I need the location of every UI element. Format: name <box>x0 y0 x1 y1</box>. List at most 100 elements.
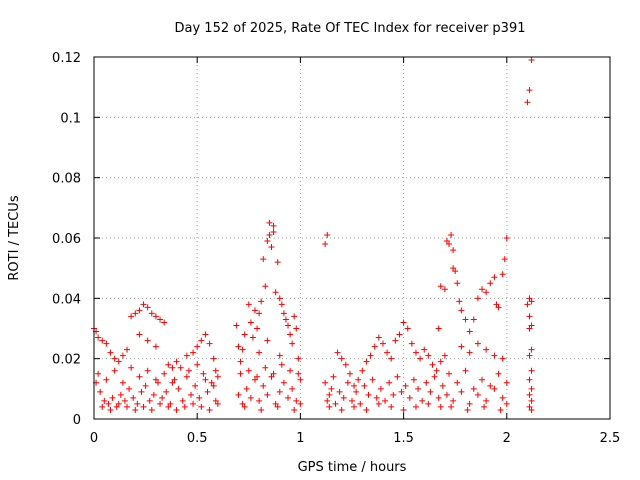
data-point <box>111 355 118 362</box>
data-point <box>173 358 180 365</box>
data-point <box>138 388 145 395</box>
data-point <box>276 295 283 302</box>
data-point <box>470 385 477 392</box>
data-point <box>392 337 399 344</box>
data-point <box>425 352 432 359</box>
data-point <box>179 397 186 404</box>
data-point <box>338 355 345 362</box>
data-point <box>251 376 258 383</box>
data-point <box>419 397 426 404</box>
data-point <box>188 391 195 398</box>
data-point <box>390 391 397 398</box>
data-point <box>483 289 490 296</box>
data-point <box>495 304 502 311</box>
data-point <box>528 406 535 413</box>
data-point <box>109 394 116 401</box>
data-point <box>136 373 143 380</box>
data-point <box>433 367 440 374</box>
data-point <box>132 310 139 317</box>
data-point <box>196 394 203 401</box>
data-point <box>483 397 490 404</box>
data-point <box>287 367 294 374</box>
data-point <box>363 406 370 413</box>
data-point <box>278 361 285 368</box>
data-point <box>157 400 164 407</box>
data-point <box>126 385 133 392</box>
data-point <box>338 406 345 413</box>
data-point <box>398 388 405 395</box>
data-point <box>245 367 252 374</box>
data-point <box>282 316 289 323</box>
data-point <box>293 325 300 332</box>
data-points <box>91 57 535 413</box>
data-point <box>280 379 287 386</box>
data-point <box>359 367 366 374</box>
data-point <box>198 337 205 344</box>
data-point <box>121 397 128 404</box>
data-point <box>384 349 391 356</box>
data-point <box>452 268 459 275</box>
data-point <box>439 382 446 389</box>
data-point <box>448 403 455 410</box>
data-point <box>161 319 168 326</box>
data-point <box>441 352 448 359</box>
data-point <box>503 235 510 241</box>
data-point <box>495 370 502 377</box>
data-point <box>256 397 263 404</box>
data-point <box>268 373 275 380</box>
data-point <box>491 352 498 359</box>
data-point <box>260 256 267 263</box>
data-point <box>212 367 219 374</box>
data-point <box>528 385 535 392</box>
data-point <box>367 352 374 359</box>
data-point <box>167 400 174 407</box>
data-point <box>526 325 533 332</box>
data-point <box>266 231 273 238</box>
data-point <box>235 391 242 398</box>
data-point <box>206 340 213 347</box>
data-point <box>169 364 176 371</box>
data-point <box>526 87 533 94</box>
data-point <box>289 385 296 392</box>
data-point <box>235 343 242 350</box>
data-point <box>340 394 347 401</box>
data-point <box>524 301 531 308</box>
data-point <box>421 346 428 353</box>
data-point <box>493 301 500 308</box>
data-point <box>107 406 114 413</box>
data-point <box>369 376 376 383</box>
data-point <box>410 376 417 383</box>
data-point <box>425 400 432 407</box>
data-point <box>443 391 450 398</box>
data-point <box>355 376 362 383</box>
data-point <box>268 244 275 251</box>
data-point <box>262 364 269 371</box>
data-point <box>99 337 106 344</box>
data-point <box>202 331 209 338</box>
data-point <box>479 376 486 383</box>
data-point <box>280 310 287 317</box>
data-point <box>270 222 277 229</box>
data-point <box>458 307 465 314</box>
data-point <box>241 331 248 338</box>
data-point <box>163 388 170 395</box>
data-point <box>264 391 271 398</box>
data-point <box>450 247 457 254</box>
data-point <box>349 397 355 404</box>
data-point <box>526 295 533 302</box>
data-point <box>388 355 395 362</box>
data-point <box>99 403 106 410</box>
data-point <box>148 406 155 413</box>
data-point <box>214 400 221 407</box>
data-point <box>144 367 151 374</box>
data-point <box>128 313 135 320</box>
data-point <box>171 376 178 383</box>
data-point <box>499 355 506 362</box>
data-point <box>270 370 277 377</box>
data-point <box>458 343 465 350</box>
data-point <box>377 385 384 392</box>
data-point <box>136 307 143 314</box>
data-point <box>274 259 281 266</box>
data-point <box>285 394 292 401</box>
data-point <box>140 403 147 410</box>
